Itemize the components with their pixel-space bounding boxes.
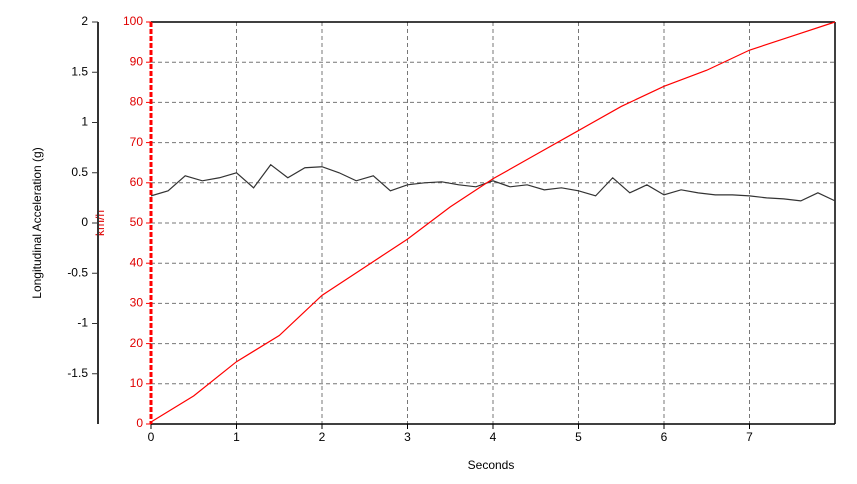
data-line xyxy=(150,163,836,202)
y2-axis-title: km/h xyxy=(93,210,107,236)
y-tick-label: 0.5 xyxy=(71,165,88,179)
y2-tick-label: 10 xyxy=(130,376,144,390)
y-tick-label: -1 xyxy=(77,316,88,330)
y-tick-label: 2 xyxy=(81,14,88,28)
y2-tick-label: 30 xyxy=(130,296,144,310)
x-axis-title: Seconds xyxy=(468,458,515,472)
y-tick-label: 1.5 xyxy=(71,64,88,78)
data-line xyxy=(150,21,836,423)
y2-tick-label: 20 xyxy=(130,336,144,350)
y2-tick-label: 50 xyxy=(130,215,144,229)
y2-tick-label: 100 xyxy=(123,14,143,28)
y2-tick-label: 80 xyxy=(130,95,144,109)
y2-tick-label: 60 xyxy=(130,175,144,189)
x-tick-label: 2 xyxy=(319,430,326,444)
x-tick-label: 7 xyxy=(746,430,753,444)
x-tick-label: 4 xyxy=(490,430,497,444)
y2-tick-label: 90 xyxy=(130,54,144,68)
x-tick-label: 6 xyxy=(661,430,668,444)
y2-tick-label: 0 xyxy=(136,416,143,430)
y-axis-title: Longitudinal Acceleration (g) xyxy=(30,147,44,298)
x-tick-label: 5 xyxy=(575,430,582,444)
x-tick-label: 0 xyxy=(148,430,155,444)
y-tick-label: -1.5 xyxy=(67,366,88,380)
x-tick-label: 3 xyxy=(404,430,411,444)
y2-tick-label: 70 xyxy=(130,135,144,149)
y-tick-label: 1 xyxy=(81,115,88,129)
y-tick-label: 0 xyxy=(81,215,88,229)
y-tick-label: -0.5 xyxy=(67,265,88,279)
y2-tick-label: 40 xyxy=(130,255,144,269)
x-tick-label: 1 xyxy=(233,430,240,444)
